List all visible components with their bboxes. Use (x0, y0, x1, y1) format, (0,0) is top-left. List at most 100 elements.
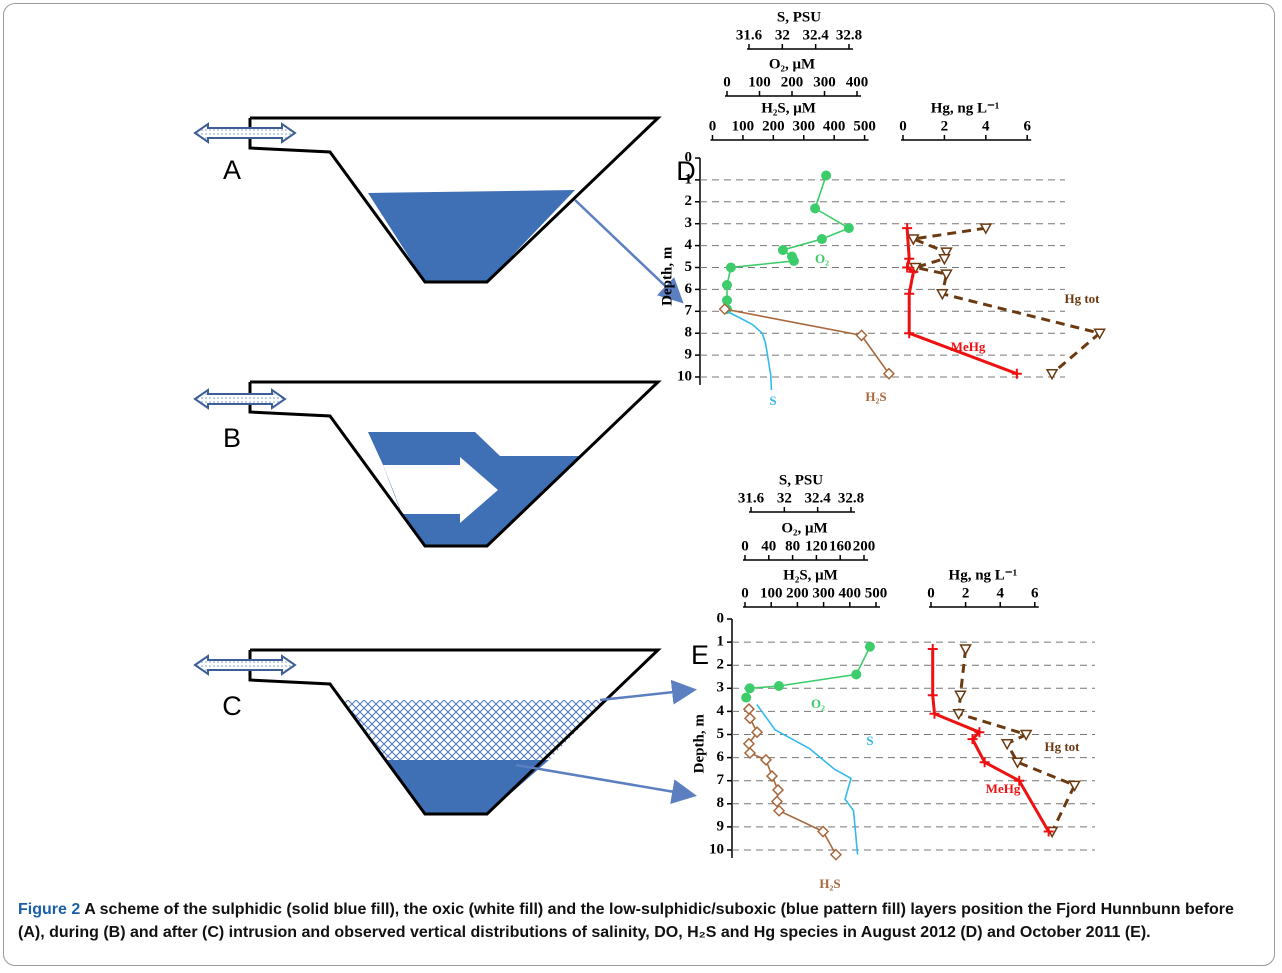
marker (774, 681, 784, 691)
depth-tick-label: 4 (717, 703, 725, 719)
top-axis-tick-label: 500 (853, 118, 876, 134)
exchange-arrow (195, 124, 295, 142)
depth-tick-label: 8 (685, 325, 693, 341)
figure-graphics: A B C D012345678910Depth, m31.63232.432.… (0, 0, 1282, 973)
marker (1070, 781, 1080, 790)
series-label: MeHg (986, 781, 1021, 796)
sulphidic-layer (386, 760, 549, 814)
marker (772, 796, 782, 806)
top-axis-tick-label: 400 (823, 118, 846, 134)
top-axis-tick-label: 0 (741, 538, 749, 554)
depth-tick-label: 7 (717, 772, 725, 788)
depth-tick-label: 3 (685, 215, 693, 231)
top-axis-title: H₂S, μM (761, 100, 816, 116)
top-axis-tick-label: 32 (777, 490, 792, 506)
marker (774, 806, 784, 816)
depth-tick-label: 1 (717, 634, 725, 650)
depth-tick-label: 8 (717, 795, 725, 811)
depth-tick-label: 0 (685, 149, 693, 165)
marker (928, 690, 938, 700)
caption-text: A scheme of the sulphidic (solid blue fi… (18, 901, 1234, 941)
top-axis-tick-label: 2 (962, 585, 970, 601)
caption-label: Figure 2 (18, 901, 80, 918)
top-axis-tick-label: 120 (805, 538, 828, 554)
marker (904, 289, 914, 299)
top-axis-tick-label: 0 (741, 585, 749, 601)
top-axis-tick-label: 100 (748, 74, 771, 90)
top-axis-tick-label: 100 (760, 585, 783, 601)
top-axis-title: S, PSU (777, 9, 821, 25)
top-axis-tick-label: 0 (899, 118, 907, 134)
marker (961, 645, 971, 654)
profile-line (725, 309, 889, 374)
top-axis-tick-label: 32.8 (836, 27, 862, 43)
depth-tick-label: 7 (685, 303, 693, 319)
marker (789, 256, 799, 266)
marker (902, 223, 912, 233)
scheme-label: A (223, 155, 241, 185)
top-axis-tick-label: 300 (793, 118, 816, 134)
depth-tick-label: 10 (677, 368, 692, 384)
series-label: H₂S (819, 876, 840, 891)
top-axis-tick-label: 6 (1023, 118, 1031, 134)
marker (745, 748, 755, 758)
marker (761, 755, 771, 765)
series-label: O₂ (811, 696, 825, 711)
marker (744, 739, 754, 749)
top-axis-title: Hg, ng L⁻¹ (931, 100, 1000, 116)
marker (929, 709, 939, 719)
scheme-b (195, 382, 658, 546)
link-arrow (516, 765, 692, 795)
marker (1002, 740, 1012, 749)
marker (722, 280, 732, 290)
top-axis-tick-label: 300 (812, 585, 835, 601)
profile-plot: D012345678910Depth, m31.63232.432.8S, PS… (659, 9, 1104, 408)
top-axis-tick-label: 32.4 (803, 27, 830, 43)
scheme-label: B (223, 423, 241, 453)
profile-line (722, 309, 771, 390)
scheme-c (195, 650, 692, 814)
marker (744, 704, 754, 714)
top-axis-tick-label: 200 (781, 74, 804, 90)
top-axis-tick-label: 4 (996, 585, 1004, 601)
top-axis-tick-label: 0 (709, 118, 717, 134)
top-axis-title: O₂, μM (769, 56, 815, 72)
marker (773, 785, 783, 795)
panel-label: E (691, 640, 709, 670)
marker (767, 771, 777, 781)
top-axis-title: O₂, μM (781, 520, 827, 536)
top-axis-title: S, PSU (779, 472, 823, 488)
depth-tick-label: 6 (717, 749, 725, 765)
marker (844, 223, 854, 233)
marker (745, 713, 755, 723)
top-axis-tick-label: 200 (762, 118, 785, 134)
exchange-arrow (195, 390, 285, 408)
marker (726, 263, 736, 273)
depth-tick-label: 9 (685, 347, 693, 363)
marker (722, 295, 732, 305)
top-axis-tick-label: 400 (839, 585, 862, 601)
top-axis-tick-label: 4 (982, 118, 990, 134)
marker (752, 727, 762, 737)
series-label: MeHg (951, 339, 986, 354)
depth-tick-label: 3 (717, 680, 725, 696)
marker (831, 850, 841, 860)
depth-tick-label: 2 (717, 657, 725, 673)
marker (955, 691, 965, 700)
top-axis-tick-label: 32.4 (805, 490, 832, 506)
top-axis-tick-label: 200 (786, 585, 809, 601)
top-axis-tick-label: 2 (941, 118, 949, 134)
marker (818, 827, 828, 837)
top-axis-tick-label: 0 (723, 74, 731, 90)
top-axis-title: Hg, ng L⁻¹ (949, 567, 1018, 583)
marker (821, 171, 831, 181)
marker (928, 644, 938, 654)
depth-axis-title: Depth, m (691, 714, 707, 774)
scheme-label: C (222, 691, 242, 721)
series-label: S (866, 733, 873, 748)
marker (857, 330, 867, 340)
depth-tick-label: 4 (685, 237, 693, 253)
series-label: Hg tot (1064, 291, 1100, 306)
marker (741, 693, 751, 703)
